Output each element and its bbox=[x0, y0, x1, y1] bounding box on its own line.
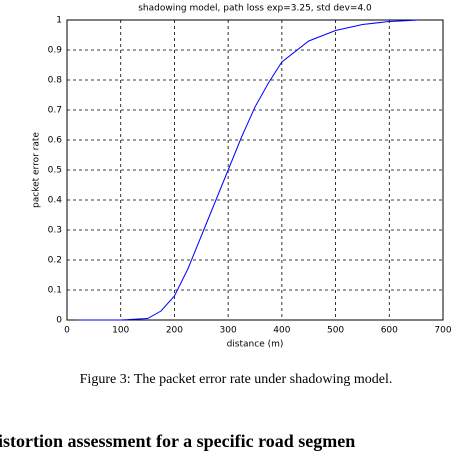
x-tick-label: 700 bbox=[434, 326, 451, 336]
x-tick-label: 500 bbox=[327, 326, 344, 336]
data-line bbox=[77, 19, 419, 321]
x-tick-label: 200 bbox=[166, 326, 183, 336]
x-tick-label: 400 bbox=[273, 326, 290, 336]
caption: Figure 3: The packet error rate under sh… bbox=[80, 372, 393, 387]
x-tick-label: 600 bbox=[381, 326, 398, 336]
section-heading: istortion assessment for a specific road… bbox=[0, 431, 355, 451]
y-tick-label: 1 bbox=[56, 16, 62, 26]
y-axis-label: packet error rate bbox=[32, 132, 42, 208]
chart-title: shadowing model, path loss exp=3.25, std… bbox=[138, 4, 372, 14]
y-tick-label: 0.5 bbox=[48, 166, 62, 176]
x-tick-label: 100 bbox=[112, 326, 129, 336]
y-tick-label: 0.3 bbox=[48, 226, 62, 236]
x-axis-label: distance (m) bbox=[227, 340, 284, 350]
y-tick-label: 0.7 bbox=[48, 106, 62, 116]
y-tick-label: 0.6 bbox=[48, 136, 63, 146]
x-tick-label: 300 bbox=[220, 326, 237, 336]
y-tick-label: 0.8 bbox=[48, 76, 63, 86]
y-tick-label: 0.4 bbox=[48, 196, 63, 206]
x-tick-label: 0 bbox=[64, 326, 70, 336]
y-tick-label: 0.9 bbox=[48, 46, 63, 56]
y-tick-label: 0.1 bbox=[48, 286, 62, 296]
y-tick-label: 0 bbox=[56, 316, 62, 326]
y-tick-label: 0.2 bbox=[48, 256, 62, 266]
